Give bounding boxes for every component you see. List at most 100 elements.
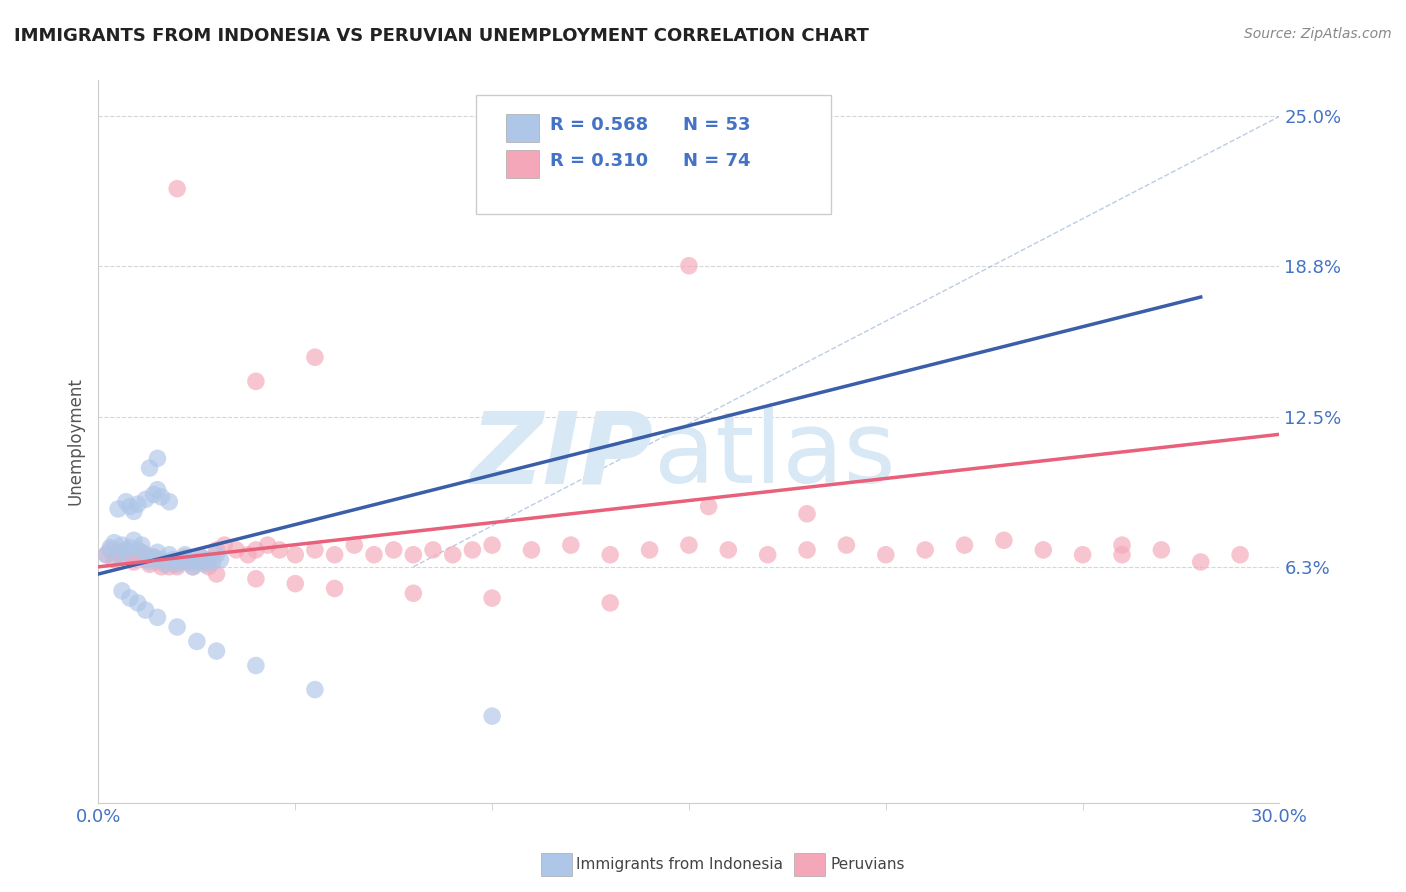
Point (422, 542, 444, 557)
Point (214, 538, 236, 552)
Point (118, 548, 141, 562)
Point (599, 548, 621, 562)
Point (245, 542, 267, 557)
Point (186, 555, 208, 569)
Point (382, 542, 405, 557)
Point (146, 555, 169, 569)
Point (461, 542, 484, 557)
Point (560, 538, 582, 552)
Point (122, 533, 145, 548)
Point (323, 548, 346, 562)
Point (122, 504, 145, 518)
Point (284, 576, 307, 591)
FancyBboxPatch shape (477, 95, 831, 214)
Point (107, 502, 129, 516)
Point (201, 555, 224, 569)
Point (756, 548, 779, 562)
Point (170, 552, 193, 566)
Point (181, 559, 204, 574)
Point (953, 538, 976, 552)
Point (638, 542, 661, 557)
Point (796, 542, 818, 557)
Point (481, 709, 503, 723)
Point (197, 552, 219, 566)
Point (177, 555, 200, 569)
Point (135, 603, 157, 617)
Point (1189, 555, 1212, 569)
FancyBboxPatch shape (506, 114, 538, 142)
Text: Immigrants from Indonesia: Immigrants from Indonesia (576, 857, 783, 871)
Point (150, 490, 173, 504)
Point (209, 552, 232, 566)
Point (205, 567, 228, 582)
Point (103, 535, 125, 549)
Point (914, 542, 936, 557)
Point (150, 559, 173, 574)
Point (205, 542, 228, 557)
Point (256, 538, 278, 552)
Point (118, 500, 141, 514)
Point (157, 548, 180, 562)
Point (157, 559, 180, 574)
Point (166, 558, 188, 572)
Point (138, 558, 160, 572)
Point (111, 583, 134, 598)
Point (166, 181, 188, 195)
Point (174, 550, 197, 565)
Point (1071, 548, 1094, 562)
Point (190, 550, 212, 565)
Point (146, 451, 169, 466)
Point (138, 555, 160, 569)
Point (796, 507, 818, 521)
Point (225, 542, 247, 557)
Point (190, 550, 212, 565)
Point (304, 542, 326, 557)
Point (131, 545, 153, 559)
Point (269, 542, 291, 557)
Point (98, 542, 121, 557)
Point (174, 548, 197, 562)
Point (127, 497, 149, 511)
Point (236, 548, 259, 562)
Text: Source: ZipAtlas.com: Source: ZipAtlas.com (1244, 27, 1392, 41)
Point (122, 555, 145, 569)
Point (599, 596, 621, 610)
Point (118, 541, 141, 555)
Point (205, 548, 228, 562)
Point (678, 538, 700, 552)
Point (835, 538, 858, 552)
Point (146, 483, 169, 497)
Point (135, 492, 157, 507)
Point (98, 541, 121, 555)
Point (194, 558, 217, 572)
Text: ZIP: ZIP (471, 408, 654, 505)
Point (402, 548, 425, 562)
Point (186, 634, 208, 648)
Point (170, 555, 193, 569)
Point (115, 494, 138, 508)
Point (245, 658, 267, 673)
Point (118, 591, 141, 606)
Point (150, 552, 173, 566)
Point (146, 545, 169, 559)
Point (181, 559, 204, 574)
Point (304, 351, 326, 365)
Point (155, 558, 177, 572)
Point (107, 548, 129, 562)
Point (520, 542, 543, 557)
Text: IMMIGRANTS FROM INDONESIA VS PERUVIAN UNEMPLOYMENT CORRELATION CHART: IMMIGRANTS FROM INDONESIA VS PERUVIAN UN… (14, 27, 869, 45)
Point (441, 548, 464, 562)
Point (127, 596, 149, 610)
Point (717, 542, 740, 557)
Point (194, 555, 217, 569)
Text: Peruvians: Peruvians (831, 857, 905, 871)
Point (166, 559, 188, 574)
Point (205, 644, 228, 658)
Y-axis label: Unemployment: Unemployment (66, 377, 84, 506)
Point (135, 552, 157, 566)
Point (304, 682, 326, 697)
Point (284, 548, 307, 562)
Point (186, 555, 208, 569)
Text: N = 53: N = 53 (683, 116, 751, 134)
Point (481, 591, 503, 606)
